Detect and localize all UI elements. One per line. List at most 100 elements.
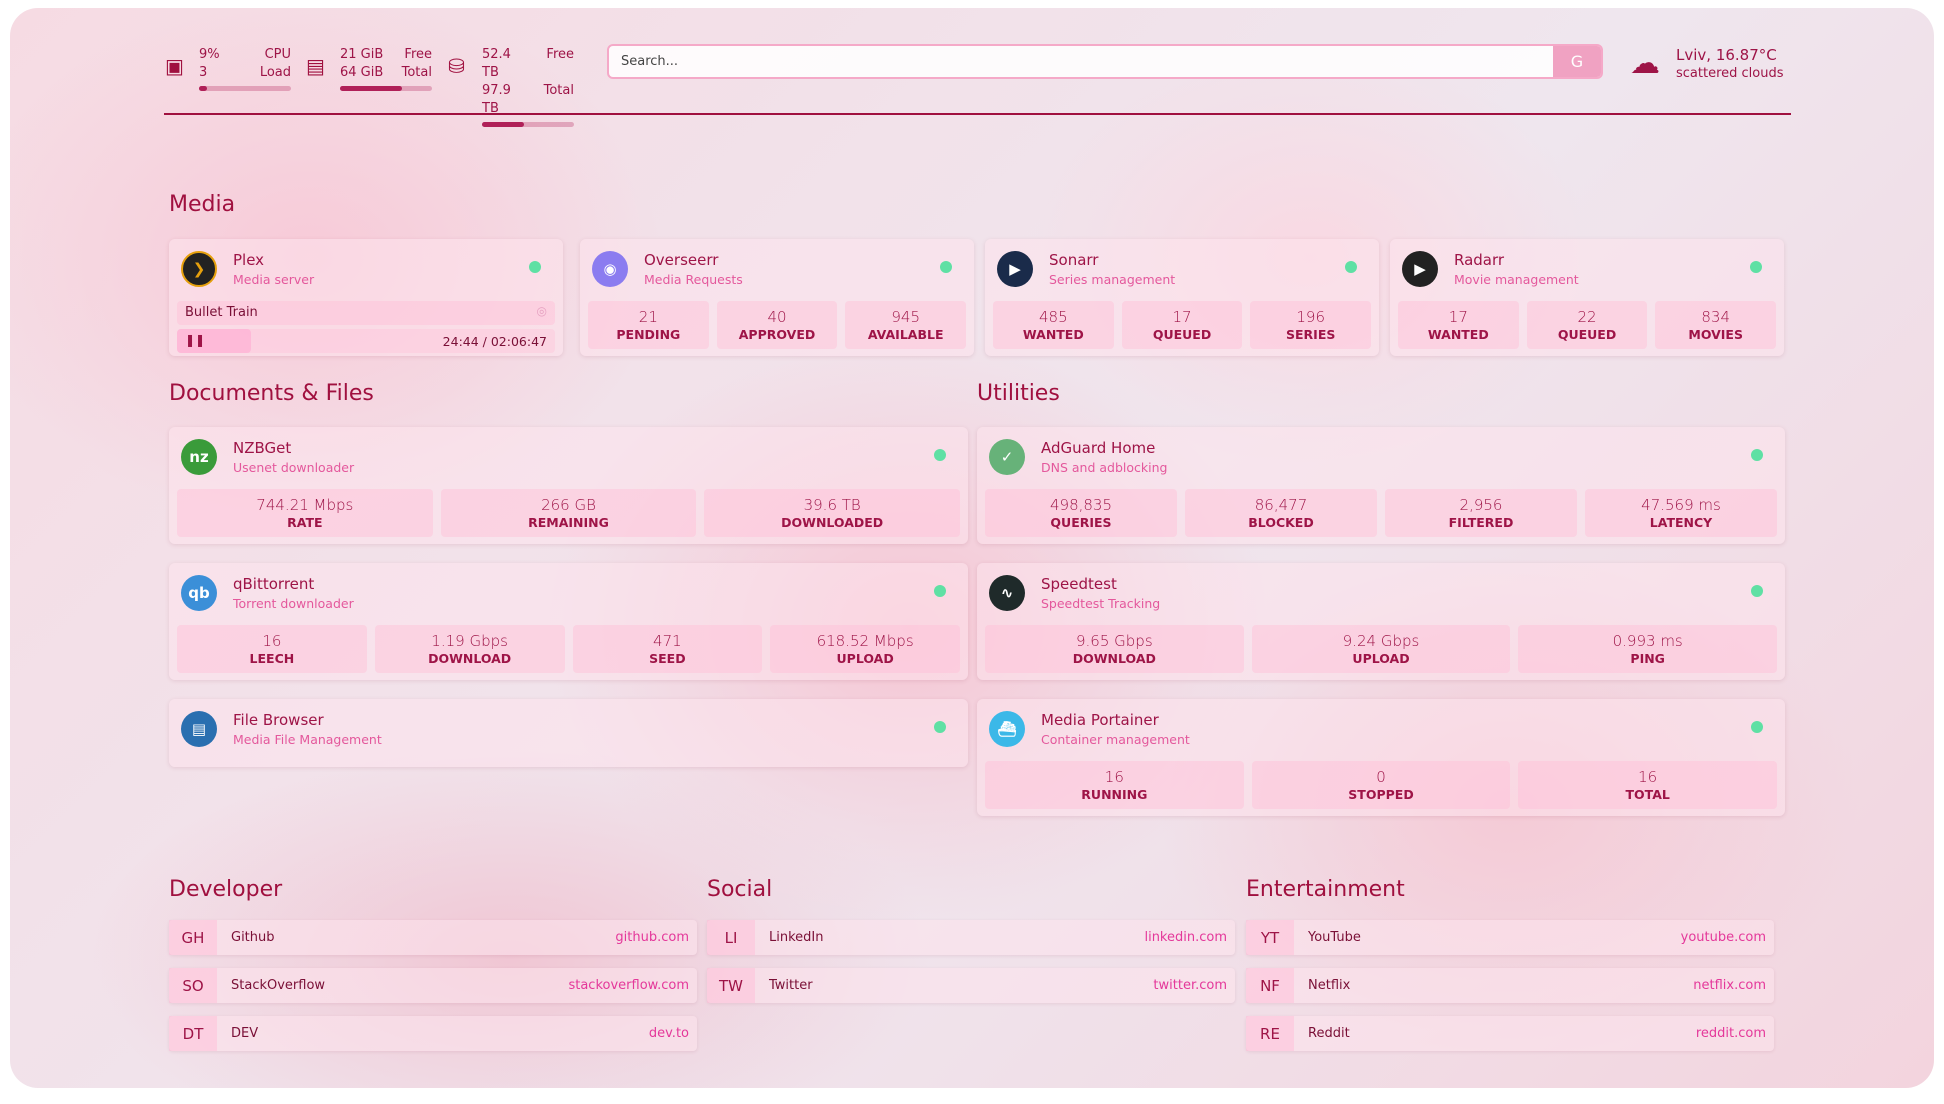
stat-label: LEECH: [249, 651, 295, 666]
stat-block: 485 WANTED: [993, 301, 1114, 349]
section-title-developer: Developer: [169, 877, 283, 902]
stat-label: STOPPED: [1348, 787, 1414, 802]
playback-bar: ❚❚ 24:44 / 02:06:47: [177, 329, 555, 353]
status-dot: [940, 261, 952, 273]
service-card-qbittorrent[interactable]: qb qBittorrent Torrent downloader 16 LEEC…: [169, 563, 968, 680]
bookmark-netflix[interactable]: NF Netflix netflix.com: [1246, 968, 1774, 1003]
service-name: Overseerr: [644, 251, 719, 269]
stat-block: 834 MOVIES: [1655, 301, 1777, 349]
service-card-filebrowser[interactable]: ▤ File Browser Media File Management: [169, 699, 968, 767]
free-label: Free: [404, 47, 432, 62]
stat-label: QUEUED: [1557, 327, 1617, 342]
section-title-entertainment: Entertainment: [1246, 877, 1405, 902]
stat-label: FILTERED: [1448, 515, 1514, 530]
stat-label: PING: [1630, 651, 1665, 666]
bookmark-url[interactable]: reddit.com: [1695, 1026, 1766, 1041]
stat-block: 1.19 Gbps DOWNLOAD: [374, 625, 565, 673]
weather-location: Lviv, 16.87°C: [1676, 46, 1777, 64]
cpu-icon: ▣: [165, 54, 184, 78]
bookmark-url[interactable]: youtube.com: [1680, 930, 1766, 945]
stat-block: 21 PENDING: [588, 301, 709, 349]
service-name: NZBGet: [233, 439, 292, 457]
service-stats: 21 PENDING 40 APPROVED 945 AVAILABLE: [588, 301, 967, 349]
adguard-icon: ✓: [989, 439, 1025, 475]
stat-block: 498,835 QUERIES: [985, 489, 1177, 537]
stat-value: 17: [1172, 308, 1192, 326]
stat-value: 471: [653, 632, 682, 650]
stat-value: 16: [1638, 768, 1658, 786]
bookmark-url[interactable]: netflix.com: [1693, 978, 1766, 993]
stat-block: 17 QUEUED: [1121, 301, 1243, 349]
bookmark-youtube[interactable]: YT YouTube youtube.com: [1246, 920, 1774, 955]
stat-label: PENDING: [616, 327, 681, 342]
stat-value: 834: [1701, 308, 1730, 326]
stat-block: 744.21 Mbps RATE: [177, 489, 433, 537]
service-card-portainer[interactable]: ⛴ Media Portainer Container management 1…: [977, 699, 1785, 816]
bookmark-url[interactable]: linkedin.com: [1144, 930, 1227, 945]
stat-label: QUERIES: [1050, 515, 1112, 530]
service-card-speedtest[interactable]: ∿ Speedtest Speedtest Tracking 9.65 Gbps…: [977, 563, 1785, 680]
media-info-icon[interactable]: ◎: [536, 304, 547, 318]
stat-value: 21: [638, 308, 658, 326]
service-card-plex[interactable]: ❯ Plex Media server Bullet Train ◎ ❚❚ 24…: [169, 239, 563, 356]
bookmark-url[interactable]: dev.to: [648, 1026, 689, 1041]
bookmark-url[interactable]: twitter.com: [1153, 978, 1227, 993]
stat-label: APPROVED: [738, 327, 816, 342]
stat-label: RATE: [287, 515, 323, 530]
service-card-nzbget[interactable]: nz NZBGet Usenet downloader 744.21 Mbps R…: [169, 427, 968, 544]
sonarr-icon: ▶: [997, 251, 1033, 287]
stat-block: 16 LEECH: [177, 625, 367, 673]
section-title-media: Media: [169, 192, 236, 217]
service-description: Series management: [1049, 272, 1176, 287]
stat-value: 39.6 TB: [803, 496, 861, 514]
speedtest-icon: ∿: [989, 575, 1025, 611]
bookmark-reddit[interactable]: RE Reddit reddit.com: [1246, 1016, 1774, 1051]
cpu-label: CPU: [264, 47, 291, 62]
bookmark-twitter[interactable]: TW Twitter twitter.com: [707, 968, 1235, 1003]
bookmark-stackoverflow[interactable]: SO StackOverflow stackoverflow.com: [169, 968, 697, 1003]
status-dot: [1750, 261, 1762, 273]
now-playing-title: Bullet Train: [185, 305, 258, 320]
stat-value: 9.65 Gbps: [1076, 632, 1153, 650]
service-card-overseerr[interactable]: ◉ Overseerr Media Requests 21 PENDING 40 AP…: [580, 239, 974, 356]
service-description: Torrent downloader: [233, 596, 354, 611]
bookmark-linkedin[interactable]: LI LinkedIn linkedin.com: [707, 920, 1235, 955]
pause-icon[interactable]: ❚❚: [185, 333, 206, 347]
service-card-sonarr[interactable]: ▶ Sonarr Series management 485 WANTED 17 QU…: [985, 239, 1379, 356]
bookmark-abbr: NF: [1246, 968, 1294, 1003]
stat-value: 266 GB: [541, 496, 596, 514]
bookmark-name: LinkedIn: [769, 930, 824, 945]
service-stats: 16 RUNNING 0 STOPPED 16 TOTAL: [985, 761, 1778, 809]
stat-label: SEED: [649, 651, 686, 666]
service-card-adguard[interactable]: ✓ AdGuard Home DNS and adblocking 498,83…: [977, 427, 1785, 544]
status-dot: [934, 721, 946, 733]
stat-label: WANTED: [1427, 327, 1489, 342]
bookmark-url[interactable]: stackoverflow.com: [568, 978, 689, 993]
bookmark-abbr: GH: [169, 920, 217, 955]
plex-icon: ❯: [181, 251, 217, 287]
stat-label: DOWNLOAD: [428, 651, 512, 666]
bookmark-name: DEV: [231, 1026, 259, 1041]
nzbget-icon: nz: [181, 439, 217, 475]
bookmark-abbr: RE: [1246, 1016, 1294, 1051]
stat-block: 47.569 ms LATENCY: [1585, 489, 1777, 537]
search-input[interactable]: [609, 46, 1553, 77]
bookmark-github[interactable]: GH Github github.com: [169, 920, 697, 955]
service-stats: 16 LEECH 1.19 Gbps DOWNLOAD 471 SEED 618.52 Mb…: [177, 625, 960, 673]
search-provider-button[interactable]: G: [1553, 46, 1601, 77]
bookmark-url[interactable]: github.com: [615, 930, 689, 945]
weather-condition: scattered clouds: [1676, 66, 1784, 81]
status-dot: [934, 449, 946, 461]
stat-block: 9.24 Gbps UPLOAD: [1251, 625, 1511, 673]
memory-free: 21 GiB: [340, 47, 384, 62]
cpu-load: 3: [199, 65, 208, 80]
stat-label: SERIES: [1286, 327, 1336, 342]
stat-block: 16 RUNNING: [985, 761, 1244, 809]
service-card-radarr[interactable]: ▶ Radarr Movie management 17 WANTED 22 QUEU…: [1390, 239, 1784, 356]
stat-value: 196: [1296, 308, 1325, 326]
bookmark-dev[interactable]: DT DEV dev.to: [169, 1016, 697, 1051]
cloud-sun-icon: ☁: [1630, 46, 1660, 81]
stat-block: 40 APPROVED: [716, 301, 838, 349]
disk-widget: ⛁ 52.4 TB Free 97.9 TB Total: [448, 46, 574, 127]
stat-label: DOWNLOADED: [781, 515, 884, 530]
